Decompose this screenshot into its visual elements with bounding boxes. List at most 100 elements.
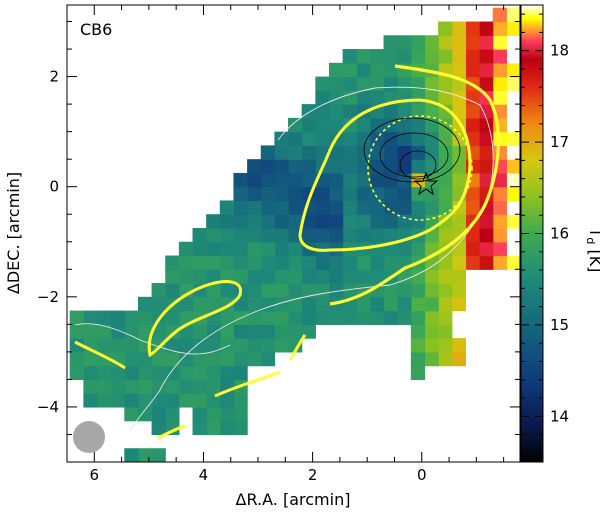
y-tick-label: −4 bbox=[37, 398, 59, 416]
heatmap-cell bbox=[356, 296, 371, 312]
heatmap-cell bbox=[233, 420, 248, 436]
heatmap-cell bbox=[356, 172, 371, 188]
heatmap-cell bbox=[206, 351, 221, 367]
heatmap-cell bbox=[328, 145, 344, 160]
heatmap-cell bbox=[192, 255, 207, 270]
heatmap-cell bbox=[397, 159, 412, 174]
heatmap-cell bbox=[301, 227, 316, 243]
heatmap-cell bbox=[397, 76, 412, 91]
heatmap-cell bbox=[356, 76, 371, 91]
heatmap-cell bbox=[506, 214, 520, 229]
heatmap-cell bbox=[165, 379, 180, 394]
heatmap-cell bbox=[206, 296, 221, 312]
heatmap-cell bbox=[328, 283, 344, 298]
heatmap-cell bbox=[192, 324, 207, 339]
heatmap-cell bbox=[124, 338, 139, 353]
heatmap-cell bbox=[465, 62, 480, 78]
heatmap-cell bbox=[165, 283, 180, 298]
heatmap-cell bbox=[342, 227, 357, 243]
heatmap-cell bbox=[328, 255, 344, 270]
heatmap-cell bbox=[410, 324, 426, 339]
heatmap-cell bbox=[260, 145, 275, 160]
heatmap-cell bbox=[301, 310, 316, 325]
heatmap-cell bbox=[260, 159, 275, 174]
heatmap-cell bbox=[492, 172, 507, 188]
heatmap-cell bbox=[479, 21, 494, 36]
heatmap-cell bbox=[247, 227, 262, 243]
heatmap-cell bbox=[369, 296, 385, 312]
heatmap-cell bbox=[260, 269, 275, 284]
heatmap-cell bbox=[438, 76, 453, 91]
heatmap-cell bbox=[369, 172, 385, 188]
heatmap-cell bbox=[383, 62, 398, 78]
heatmap-cell bbox=[479, 35, 494, 50]
heatmap-cell bbox=[288, 255, 303, 270]
heatmap-cell bbox=[342, 145, 357, 160]
heatmap-cell bbox=[506, 76, 520, 91]
heatmap-cell bbox=[492, 35, 507, 50]
heatmap-cell bbox=[124, 365, 139, 381]
heatmap-cell bbox=[506, 255, 520, 270]
heatmap-cell bbox=[506, 90, 520, 105]
heatmap-cell bbox=[328, 310, 344, 325]
heatmap-cell bbox=[451, 351, 467, 367]
heatmap-cell bbox=[506, 131, 520, 147]
heatmap-cell bbox=[451, 21, 467, 36]
heatmap-cell bbox=[451, 90, 467, 105]
heatmap-cell bbox=[315, 90, 330, 105]
heatmap-cell bbox=[165, 365, 180, 381]
heatmap-cell bbox=[451, 35, 467, 50]
heatmap-cell bbox=[342, 90, 357, 105]
heatmap-cell bbox=[110, 338, 125, 353]
heatmap-cell bbox=[451, 255, 467, 270]
heatmap-cell bbox=[288, 117, 303, 133]
heatmap-cell bbox=[506, 49, 520, 64]
heatmap-cell bbox=[124, 351, 139, 367]
heatmap-cell bbox=[410, 90, 426, 105]
heatmap-cell bbox=[410, 283, 426, 298]
heatmap-cell bbox=[301, 283, 316, 298]
heatmap-cell bbox=[110, 365, 125, 381]
heatmap-cell bbox=[260, 283, 275, 298]
heatmap-cell bbox=[479, 255, 494, 270]
heatmap-cell bbox=[315, 76, 330, 91]
heatmap-cell bbox=[301, 159, 316, 174]
heatmap-cell bbox=[137, 310, 153, 325]
heatmap-cell bbox=[410, 49, 426, 64]
heatmap-cell bbox=[328, 200, 344, 215]
heatmap-cell bbox=[260, 351, 275, 367]
heatmap-cell bbox=[397, 117, 412, 133]
y-tick-label: −2 bbox=[37, 288, 59, 306]
heatmap-cell bbox=[328, 104, 344, 119]
heatmap-cell bbox=[438, 117, 453, 133]
heatmap-cell bbox=[260, 255, 275, 270]
heatmap-cell bbox=[451, 269, 467, 284]
heatmap-cell bbox=[492, 214, 507, 229]
heatmap-cell bbox=[328, 159, 344, 174]
heatmap-cell bbox=[233, 172, 248, 188]
heatmap-cell bbox=[397, 200, 412, 215]
heatmap-cell bbox=[219, 324, 235, 339]
heatmap-cell bbox=[97, 324, 112, 339]
heatmap-cell bbox=[492, 49, 507, 64]
heatmap-cell bbox=[438, 21, 453, 36]
heatmap-cell bbox=[288, 200, 303, 215]
heatmap-cell bbox=[342, 186, 357, 202]
heatmap-cell bbox=[424, 104, 439, 119]
heatmap-cell bbox=[192, 351, 207, 367]
heatmap-cell bbox=[479, 104, 494, 119]
heatmap-cell bbox=[206, 227, 221, 243]
heatmap-cell bbox=[83, 324, 98, 339]
colorbar-tick-label: 15 bbox=[550, 316, 569, 334]
heatmap-cell bbox=[315, 117, 330, 133]
heatmap-cell bbox=[383, 296, 398, 312]
heatmap-cell bbox=[233, 186, 248, 202]
heatmap-cell bbox=[356, 62, 371, 78]
heatmap-cell bbox=[479, 145, 494, 160]
heatmap-cell bbox=[506, 117, 520, 133]
plot-frame bbox=[66, 4, 521, 463]
heatmap-cell bbox=[438, 296, 453, 312]
heatmap-cell bbox=[274, 186, 289, 202]
heatmap-cell bbox=[424, 283, 439, 298]
heatmap-cell bbox=[492, 21, 507, 36]
